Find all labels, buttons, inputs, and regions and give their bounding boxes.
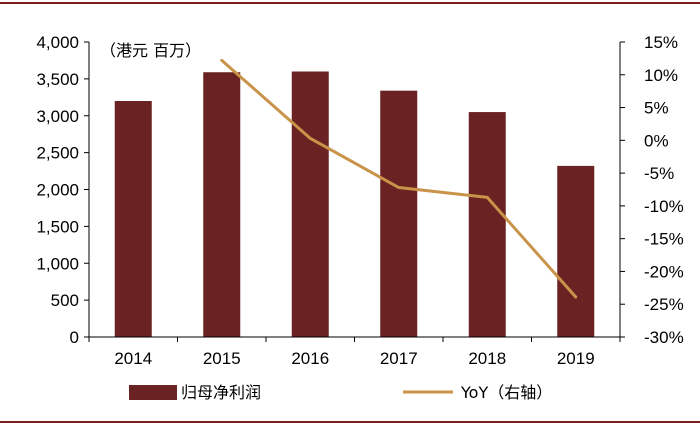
x-tick-label: 2015 <box>203 349 241 368</box>
legend: 归母净利润 YoY（右轴） <box>129 383 552 402</box>
right-tick-label: -30% <box>644 328 684 347</box>
top-rule <box>0 2 700 4</box>
left-tick-label: 3,500 <box>36 70 79 89</box>
yoy-point-2018 <box>485 195 489 199</box>
unit-label: （港元 百万） <box>100 41 201 60</box>
bar-2016 <box>291 71 329 337</box>
right-tick-label: 10% <box>644 66 678 85</box>
legend-line-label: YoY（右轴） <box>460 383 552 402</box>
left-tick-label: 1,000 <box>36 254 79 273</box>
x-tick-label: 2014 <box>114 349 152 368</box>
x-tick-label: 2017 <box>380 349 418 368</box>
bottom-rule <box>0 421 700 423</box>
x-tick-label: 2018 <box>468 349 506 368</box>
legend-bar-swatch <box>129 385 177 400</box>
axes <box>84 41 625 342</box>
legend-bar-label: 归母净利润 <box>181 383 261 402</box>
left-tick-label: 2,500 <box>36 144 79 163</box>
left-axis-ticks: 0 500 1,000 1,500 2,000 2,500 3,000 3,500 4,000 <box>36 33 79 347</box>
left-tick-label: 500 <box>51 291 79 310</box>
right-tick-label: -20% <box>644 262 684 281</box>
right-tick-label: -25% <box>644 295 684 314</box>
right-tick-label: 15% <box>644 33 678 52</box>
yoy-point-2015 <box>220 58 224 62</box>
bar-2019 <box>557 165 595 337</box>
right-tick-label: 0% <box>644 131 669 150</box>
bar-2018 <box>468 112 506 337</box>
x-tick-label: 2019 <box>557 349 595 368</box>
right-axis-ticks: -30% -25% -20% -15% -10% -5% 0% 5% 10% 15% <box>644 33 684 347</box>
left-tick-label: 4,000 <box>36 33 79 52</box>
yoy-point-2017 <box>397 186 401 190</box>
bar-series <box>114 71 595 338</box>
bar-2014 <box>114 101 152 337</box>
x-tick-label: 2016 <box>291 349 329 368</box>
right-tick-label: -10% <box>644 197 684 216</box>
bar-2017 <box>380 90 418 337</box>
left-tick-label: 0 <box>70 328 79 347</box>
x-axis-ticks: 2014 2015 2016 2017 2018 2019 <box>114 349 594 368</box>
bar-2015 <box>203 72 241 338</box>
line-series <box>220 58 578 299</box>
left-tick-label: 1,500 <box>36 217 79 236</box>
right-tick-label: 5% <box>644 99 669 118</box>
left-tick-label: 2,000 <box>36 181 79 200</box>
right-tick-label: -5% <box>644 164 674 183</box>
yoy-point-2016 <box>308 136 312 140</box>
left-tick-label: 3,000 <box>36 107 79 126</box>
yoy-point-2019 <box>574 295 578 299</box>
right-tick-label: -15% <box>644 230 684 249</box>
